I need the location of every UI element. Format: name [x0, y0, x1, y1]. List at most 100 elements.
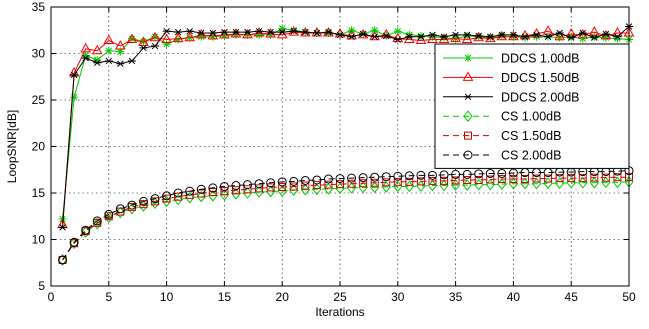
data-point	[440, 176, 449, 185]
data-point	[185, 186, 195, 196]
y-axis-label: LoopSNR[dB]	[5, 110, 19, 183]
data-point	[404, 180, 415, 193]
data-point	[197, 29, 206, 37]
data-point	[162, 40, 171, 49]
data-point	[393, 27, 402, 36]
data-point	[208, 32, 217, 41]
data-point	[464, 93, 472, 101]
data-point	[393, 171, 403, 181]
data-point	[231, 186, 240, 195]
data-point	[578, 176, 588, 189]
data-point	[601, 33, 610, 42]
data-point	[323, 174, 333, 184]
data-point	[359, 30, 368, 38]
data-point	[416, 177, 425, 186]
data-point	[520, 177, 530, 190]
data-point	[126, 33, 138, 44]
data-point	[254, 186, 264, 198]
data-point	[80, 42, 92, 53]
data-point	[289, 176, 299, 186]
data-point	[278, 24, 287, 33]
data-point	[93, 56, 102, 65]
data-point	[185, 27, 194, 35]
data-point	[266, 28, 275, 36]
data-point	[230, 27, 242, 38]
data-point	[486, 33, 495, 42]
data-point	[578, 29, 587, 37]
data-point	[393, 180, 403, 193]
data-point	[116, 60, 125, 67]
data-point	[197, 32, 206, 41]
data-point	[151, 42, 160, 50]
x-axis-label: Iterations	[315, 305, 364, 319]
data-point	[484, 32, 496, 43]
data-point	[464, 131, 472, 140]
data-point	[139, 44, 148, 52]
data-point	[104, 57, 113, 65]
data-point	[300, 183, 310, 196]
x-tick-label: 0	[48, 290, 55, 304]
data-point	[463, 31, 472, 40]
data-point	[370, 181, 380, 194]
x-tick-label: 35	[449, 290, 463, 304]
data-point	[404, 171, 414, 181]
data-point	[451, 176, 460, 185]
data-point	[220, 187, 229, 196]
data-point	[532, 31, 541, 39]
data-point	[463, 110, 473, 123]
data-point	[588, 26, 600, 36]
data-point	[346, 182, 357, 194]
data-point	[428, 32, 437, 41]
data-point	[590, 173, 599, 182]
data-point	[497, 31, 506, 40]
legend-label: CS 1.50dB	[501, 129, 561, 143]
legend: DDCS 1.00dB DDCS 1.50dB DDCS 2.00dB CS 1.00…	[434, 43, 630, 169]
data-point	[312, 181, 321, 190]
data-point	[590, 32, 599, 41]
data-point	[405, 33, 414, 40]
data-point	[370, 26, 379, 35]
data-point	[265, 27, 276, 38]
data-point	[81, 54, 90, 62]
data-point	[265, 185, 276, 198]
data-point	[462, 71, 474, 81]
x-tick-label: 45	[565, 290, 579, 304]
data-point	[613, 33, 622, 40]
legend-label: CS 1.00dB	[501, 110, 561, 124]
data-point	[91, 44, 103, 55]
data-point	[555, 29, 564, 37]
data-point	[289, 184, 299, 197]
data-point	[358, 181, 368, 194]
data-point	[566, 176, 576, 189]
data-point	[289, 182, 298, 191]
data-point	[312, 183, 322, 196]
data-point	[370, 172, 380, 182]
data-point	[474, 32, 483, 41]
data-point	[485, 168, 495, 178]
data-point	[473, 31, 485, 42]
data-point	[335, 174, 345, 184]
data-point	[185, 191, 195, 204]
data-point	[428, 31, 437, 39]
data-point	[151, 32, 160, 41]
x-tick-label: 50	[622, 290, 636, 304]
data-point	[508, 168, 518, 178]
data-point	[81, 51, 90, 60]
data-point	[578, 174, 587, 183]
data-point	[70, 93, 79, 102]
data-point	[464, 54, 472, 62]
data-point	[335, 182, 345, 195]
data-point	[139, 37, 148, 46]
data-point	[220, 28, 229, 36]
data-point	[161, 33, 172, 44]
data-point	[612, 27, 623, 37]
data-point	[255, 30, 264, 39]
data-point	[416, 180, 426, 192]
series	[58, 23, 633, 231]
data-point	[497, 175, 506, 184]
data-point	[336, 180, 344, 189]
data-point	[567, 174, 576, 183]
data-point	[382, 32, 391, 40]
data-point	[220, 31, 229, 40]
